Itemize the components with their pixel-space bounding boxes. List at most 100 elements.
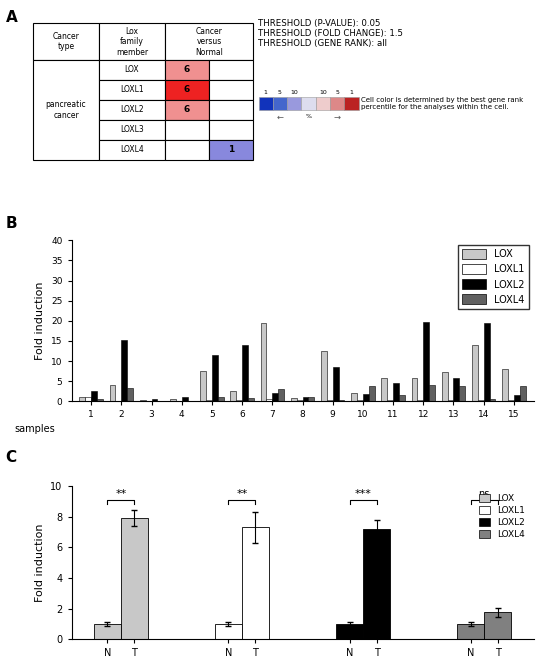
Bar (215, 624, 242, 639)
Text: Lox
family
member: Lox family member (116, 27, 148, 57)
Text: 1: 1 (228, 145, 234, 155)
Bar (448, 400, 454, 402)
Bar (351, 392, 357, 402)
Bar (291, 398, 296, 402)
Bar (363, 529, 390, 639)
Bar (472, 345, 478, 402)
Bar (381, 378, 387, 402)
Text: 10: 10 (319, 89, 327, 95)
Bar (327, 400, 333, 402)
Bar (230, 392, 236, 402)
Text: 1: 1 (349, 89, 354, 95)
Bar (369, 386, 375, 402)
Bar (442, 372, 448, 402)
Bar (478, 400, 483, 402)
Text: ns: ns (478, 490, 490, 500)
Text: 5: 5 (278, 89, 282, 95)
Bar (387, 400, 393, 402)
Bar (484, 613, 511, 639)
Text: THRESHOLD (P-VALUE): 0.05
THRESHOLD (FOLD CHANGE): 1.5
THRESHOLD (GENE RANK): al: THRESHOLD (P-VALUE): 0.05 THRESHOLD (FOL… (258, 19, 404, 49)
Bar (212, 355, 218, 402)
Text: 6: 6 (184, 85, 190, 95)
Text: **: ** (115, 490, 126, 500)
Bar (514, 394, 520, 402)
Legend: LOX, LOXL1, LOXL2, LOXL4: LOX, LOXL1, LOXL2, LOXL4 (476, 490, 529, 542)
Bar (457, 624, 484, 639)
Bar (140, 400, 146, 402)
Bar (242, 527, 269, 639)
Bar (296, 400, 303, 402)
Text: Cancer
type: Cancer type (53, 32, 79, 51)
Bar (206, 400, 212, 402)
Text: B: B (6, 216, 17, 232)
Bar (79, 397, 85, 402)
Bar (170, 400, 176, 402)
Text: 6: 6 (184, 105, 190, 115)
Bar (236, 400, 242, 402)
Bar (188, 401, 194, 402)
Bar (157, 401, 163, 402)
Text: A: A (6, 10, 17, 25)
Bar (116, 401, 122, 402)
Bar (429, 386, 435, 402)
Bar (248, 398, 254, 402)
Text: LOXL4: LOXL4 (120, 145, 144, 155)
Bar (336, 624, 363, 639)
Text: samples: samples (14, 424, 55, 434)
Bar (321, 351, 327, 402)
Y-axis label: Fold induction: Fold induction (35, 282, 46, 360)
Bar (309, 398, 314, 402)
Text: ←: ← (277, 113, 283, 123)
Bar (85, 398, 91, 402)
Bar (302, 398, 309, 402)
Bar (483, 323, 490, 402)
Bar (122, 340, 127, 402)
Text: **: ** (236, 490, 248, 500)
Bar (417, 400, 424, 402)
Text: LOX: LOX (125, 65, 139, 75)
Bar (94, 624, 121, 639)
Bar (109, 386, 116, 402)
Y-axis label: Fold induction: Fold induction (35, 523, 45, 602)
Bar (454, 378, 459, 402)
Text: 1: 1 (263, 89, 268, 95)
Bar (261, 323, 266, 402)
Text: LOXL2: LOXL2 (120, 105, 144, 115)
Bar (490, 399, 496, 402)
Text: %: % (306, 114, 311, 119)
Text: LOXL1: LOXL1 (120, 85, 144, 95)
Bar (266, 400, 272, 402)
Bar (121, 518, 148, 639)
Text: 6: 6 (184, 65, 190, 75)
Bar (151, 400, 157, 402)
Bar (200, 371, 206, 402)
Bar (278, 390, 284, 402)
Bar (363, 394, 369, 402)
Bar (424, 322, 429, 402)
Text: LOXL3: LOXL3 (120, 125, 144, 135)
Bar (357, 400, 363, 402)
Bar (508, 400, 514, 402)
Bar (411, 378, 417, 402)
Bar (339, 400, 344, 402)
Text: →: → (334, 113, 340, 123)
Bar (182, 398, 188, 402)
Bar (218, 398, 224, 402)
Text: C: C (6, 450, 16, 465)
Text: Cancer
versus
Normal: Cancer versus Normal (195, 27, 223, 57)
Bar (97, 399, 103, 402)
Bar (399, 394, 405, 402)
Bar (393, 384, 399, 402)
Text: 5: 5 (335, 89, 339, 95)
Bar (91, 390, 97, 402)
Text: ***: *** (355, 490, 371, 500)
Bar (272, 393, 278, 402)
Text: Cell color is determined by the best gene rank
percentile for the analyses withi: Cell color is determined by the best gen… (361, 97, 524, 110)
Text: 10: 10 (290, 89, 298, 95)
Bar (242, 345, 248, 402)
Bar (459, 386, 465, 402)
Legend: LOX, LOXL1, LOXL2, LOXL4: LOX, LOXL1, LOXL2, LOXL4 (458, 245, 529, 308)
Bar (520, 386, 526, 402)
Bar (127, 388, 133, 402)
Bar (333, 367, 339, 402)
